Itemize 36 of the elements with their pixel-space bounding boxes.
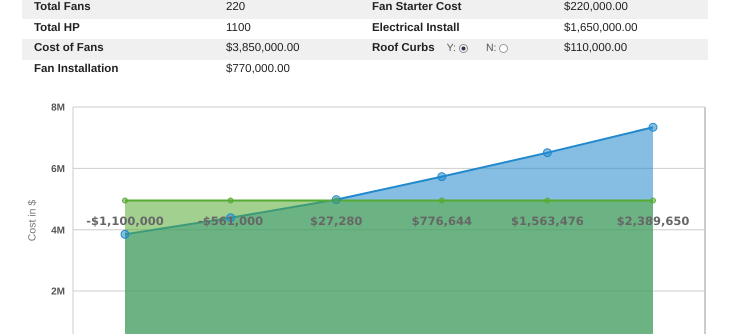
- text: Electrical Install: [372, 22, 460, 34]
- x-tick-label: -$561,000: [198, 214, 264, 228]
- point: [333, 198, 340, 204]
- text: $220,000.00: [564, 1, 628, 13]
- text: Total Fans: [34, 1, 91, 13]
- text: 1100: [226, 22, 251, 34]
- text: Y:: [446, 42, 456, 54]
- x-tick-label: $1,563,476: [511, 214, 584, 228]
- text: Roof Curbs: [372, 42, 435, 54]
- text: $770,000.00: [226, 62, 290, 74]
- y-tick-label: 4M: [51, 225, 65, 236]
- text: $1,650,000.00: [564, 22, 638, 34]
- point: [650, 198, 656, 204]
- text: Cost of Fans: [34, 42, 104, 54]
- y-axis-title: Cost in $: [26, 200, 39, 242]
- point: [544, 198, 550, 204]
- y-tick-label: 8M: [51, 102, 65, 114]
- text: Fan Installation: [34, 62, 118, 74]
- point: [438, 198, 445, 204]
- point: [542, 148, 552, 158]
- point: [120, 230, 130, 239]
- x-tick-label: $776,644: [412, 214, 472, 228]
- text: Total HP: [34, 22, 80, 34]
- point: [122, 198, 128, 204]
- text: Fan Starter Cost: [372, 1, 462, 13]
- y-tick-label: 2M: [51, 286, 65, 298]
- text: 220: [226, 1, 246, 13]
- y-tick-label: 6M: [51, 164, 65, 175]
- x-tick-label: $27,280: [310, 214, 362, 228]
- point: [437, 172, 446, 182]
- point: [228, 198, 234, 204]
- text: $3,850,000.00: [226, 42, 300, 54]
- text: N:: [486, 42, 496, 54]
- point: [648, 122, 658, 132]
- text: $110,000.00: [564, 42, 628, 54]
- x-tick-label: -$1,100,000: [86, 214, 164, 228]
